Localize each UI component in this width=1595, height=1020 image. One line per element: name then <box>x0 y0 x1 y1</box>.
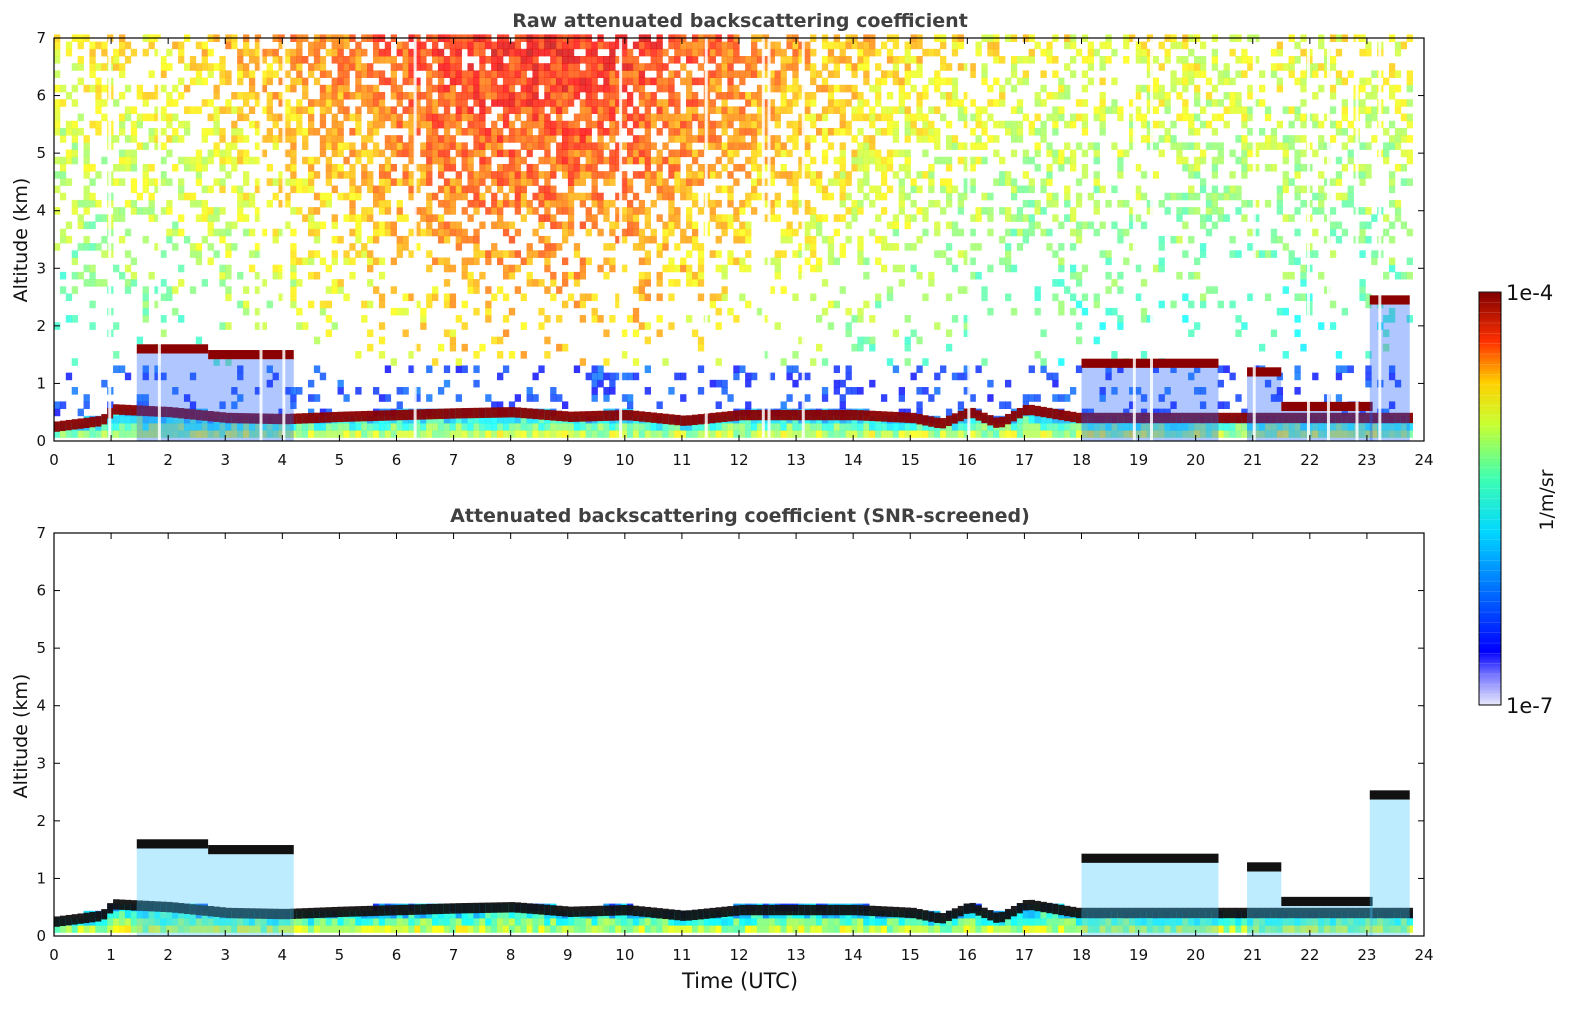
x-tick-label: 21 <box>1243 946 1262 964</box>
y-tick-label: 1 <box>36 869 46 887</box>
y-tick-label: 5 <box>36 639 46 657</box>
colorbar-min-label: 1e-7 <box>1506 694 1553 718</box>
snr-y-axis: 0 1 2 3 4 5 6 7 <box>36 524 1424 945</box>
x-tick-label: 13 <box>787 451 806 469</box>
x-tick-label: 10 <box>615 946 634 964</box>
x-tick-label: 3 <box>220 451 230 469</box>
y-tick-label: 6 <box>36 582 46 600</box>
x-tick-label: 19 <box>1129 451 1148 469</box>
x-tick-label: 17 <box>1015 946 1034 964</box>
x-tick-label: 17 <box>1015 451 1034 469</box>
colorbar-unit-label: 1/m/sr <box>1536 469 1558 530</box>
x-tick-label: 9 <box>563 451 573 469</box>
x-tick-label: 1 <box>106 946 116 964</box>
x-tick-label: 22 <box>1300 946 1319 964</box>
raw-backscatter-panel: Raw attenuated backscattering coefficien… <box>10 10 1434 469</box>
x-tick-label: 7 <box>449 946 459 964</box>
y-tick-label: 2 <box>36 812 46 830</box>
x-tick-label: 11 <box>672 946 691 964</box>
x-tick-label: 18 <box>1072 451 1091 469</box>
snr-panel-title: Attenuated backscattering coefficient (S… <box>450 505 1030 527</box>
y-tick-label: 7 <box>36 29 46 47</box>
x-tick-label: 2 <box>163 946 173 964</box>
x-tick-label: 2 <box>163 451 173 469</box>
raw-y-axis: 0 1 2 3 4 5 6 7 <box>36 29 1424 450</box>
x-tick-label: 16 <box>958 451 977 469</box>
x-tick-label: 16 <box>958 946 977 964</box>
snr-x-axis: 0 1 2 3 4 5 6 7 8 9 10 11 12 13 14 15 16 17 18 19 20 21 22 23 24 <box>49 533 1434 964</box>
x-tick-label: 9 <box>563 946 573 964</box>
x-tick-label: 10 <box>615 451 634 469</box>
x-tick-label: 19 <box>1129 946 1148 964</box>
snr-heatmap <box>54 790 1413 936</box>
x-tick-label: 8 <box>506 946 516 964</box>
x-tick-label: 21 <box>1243 451 1262 469</box>
x-tick-label: 0 <box>49 946 59 964</box>
y-tick-label: 7 <box>36 524 46 542</box>
y-tick-label: 2 <box>36 317 46 335</box>
x-tick-label: 6 <box>392 946 402 964</box>
x-tick-label: 6 <box>392 451 402 469</box>
colorbar-bands <box>1479 291 1501 695</box>
x-tick-label: 12 <box>729 946 748 964</box>
y-tick-label: 6 <box>36 87 46 105</box>
x-tick-label: 14 <box>844 451 863 469</box>
x-tick-label: 5 <box>335 451 345 469</box>
x-tick-label: 15 <box>901 451 920 469</box>
x-tick-label: 1 <box>106 451 116 469</box>
x-axis-label: Time (UTC) <box>681 969 798 993</box>
x-tick-label: 23 <box>1357 946 1376 964</box>
x-tick-label: 24 <box>1414 946 1433 964</box>
colorbar-max-label: 1e-4 <box>1506 281 1553 305</box>
y-tick-label: 4 <box>36 202 46 220</box>
x-tick-label: 13 <box>787 946 806 964</box>
x-tick-label: 12 <box>729 451 748 469</box>
x-tick-label: 15 <box>901 946 920 964</box>
y-tick-label: 0 <box>36 927 46 945</box>
raw-x-axis: 0 1 2 3 4 5 6 7 8 9 10 11 12 13 14 15 16 17 18 19 20 21 22 23 24 <box>49 38 1434 469</box>
x-tick-label: 3 <box>220 946 230 964</box>
raw-panel-title: Raw attenuated backscattering coefficien… <box>512 10 968 32</box>
colorbar: 1e-4 1e-7 1/m/sr <box>1478 281 1558 718</box>
y-tick-label: 4 <box>36 697 46 715</box>
y-tick-label: 3 <box>36 259 46 277</box>
snr-panel-y-label: Altitude (km) <box>10 674 32 799</box>
x-tick-label: 20 <box>1186 451 1205 469</box>
x-tick-label: 0 <box>49 451 59 469</box>
x-tick-label: 7 <box>449 451 459 469</box>
y-tick-label: 1 <box>36 374 46 392</box>
x-tick-label: 4 <box>278 451 288 469</box>
x-tick-label: 20 <box>1186 946 1205 964</box>
x-tick-label: 22 <box>1300 451 1319 469</box>
raw-heatmap <box>54 34 1413 441</box>
x-tick-label: 11 <box>672 451 691 469</box>
y-tick-label: 0 <box>36 432 46 450</box>
x-tick-label: 4 <box>278 946 288 964</box>
x-tick-label: 18 <box>1072 946 1091 964</box>
x-tick-label: 8 <box>506 451 516 469</box>
x-tick-label: 5 <box>335 946 345 964</box>
x-tick-label: 23 <box>1357 451 1376 469</box>
snr-screened-panel: Attenuated backscattering coefficient (S… <box>10 505 1434 993</box>
y-tick-label: 3 <box>36 754 46 772</box>
x-tick-label: 14 <box>844 946 863 964</box>
x-tick-label: 24 <box>1414 451 1433 469</box>
y-tick-label: 5 <box>36 144 46 162</box>
raw-panel-y-label: Altitude (km) <box>10 178 32 303</box>
